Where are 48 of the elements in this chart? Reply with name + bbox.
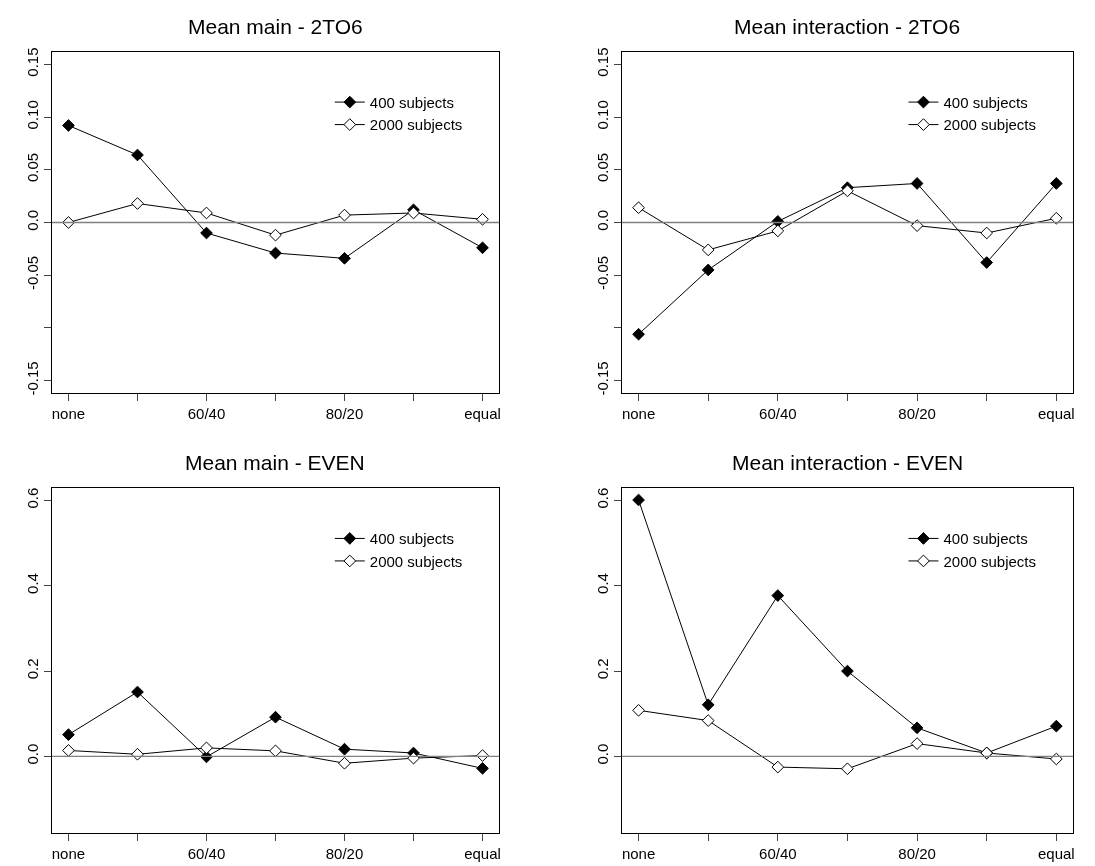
y-tick-label: -0.15 [593,361,611,396]
x-tick-label: 80/20 [325,405,364,423]
y-tick-label: 0.10 [23,100,41,130]
legend-label: 400 subjects [943,93,1028,111]
x-tick-label: 60/40 [187,405,226,423]
y-tick-label: 0.4 [23,573,41,594]
y-tick-label: 0.05 [593,152,611,183]
x-tick-label: none [621,405,656,423]
legend-label: 2000 subjects [943,552,1037,570]
chart-title: Mean interaction - 2TO6 [734,15,961,38]
chart-title: Mean main - EVEN [185,451,365,474]
legend-label: 2000 subjects [369,116,463,134]
x-tick-label: equal [464,405,501,423]
legend-label: 400 subjects [943,530,1028,548]
x-tick-label: 80/20 [898,845,936,863]
chart-title: Mean interaction - EVEN [732,451,964,474]
y-tick-label: 0.05 [23,152,41,183]
legend-label: 2000 subjects [943,116,1037,134]
x-tick-label: equal [1037,405,1075,423]
legend-label: 400 subjects [369,530,455,548]
legend-label: 400 subjects [369,93,455,111]
y-tick-label: -0.05 [23,255,41,291]
y-tick-label: -0.05 [593,255,611,291]
legend-label: 2000 subjects [369,552,463,570]
chart-title: Mean main - 2TO6 [188,15,363,38]
x-tick-label: 80/20 [898,405,936,423]
x-tick-label: 60/40 [759,405,797,423]
y-tick-label: -0.15 [23,361,41,396]
x-tick-label: 80/20 [325,845,364,863]
x-tick-label: none [621,845,656,863]
x-tick-label: 60/40 [187,845,226,863]
y-tick-label: 0.0 [23,209,41,231]
y-tick-label: 0.0 [593,209,611,231]
x-tick-label: equal [464,845,501,863]
y-tick-label: 0.4 [593,573,611,594]
y-tick-label: 0.0 [23,743,41,765]
x-tick-label: none [51,845,86,863]
y-tick-label: 0.15 [593,47,611,77]
x-tick-label: 60/40 [759,845,797,863]
x-tick-label: equal [1037,845,1075,863]
y-tick-label: 0.6 [23,487,41,509]
x-tick-label: none [51,405,86,423]
y-tick-label: 0.0 [593,743,611,765]
y-tick-label: 0.10 [593,100,611,130]
y-tick-label: 0.6 [593,487,611,509]
y-tick-label: 0.15 [23,47,41,77]
y-tick-label: 0.2 [23,658,41,680]
y-tick-label: 0.2 [593,658,611,680]
